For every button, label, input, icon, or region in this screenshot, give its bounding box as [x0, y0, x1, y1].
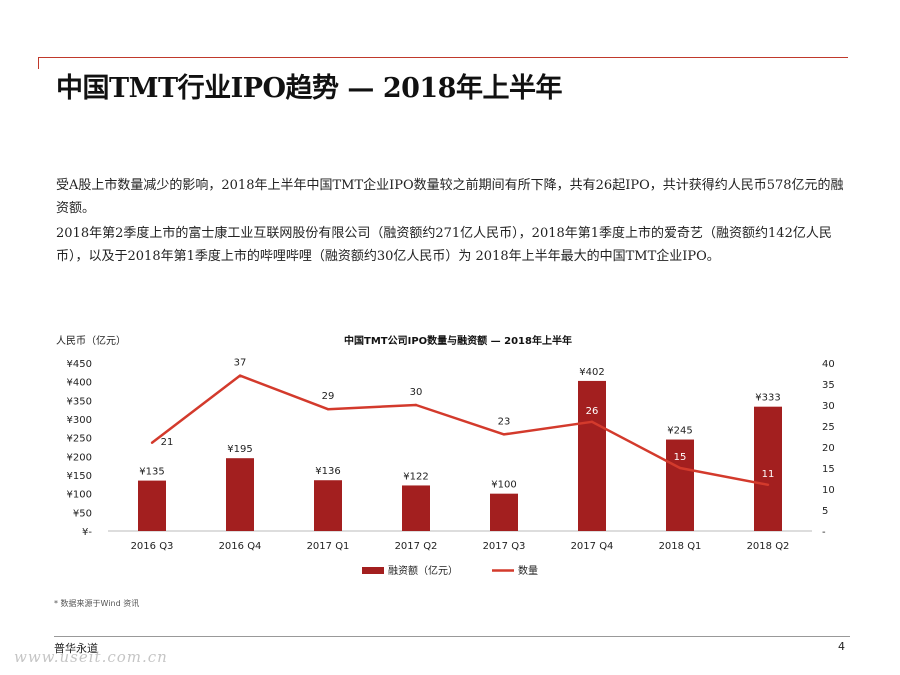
- left-axis-tick-label: ¥400: [67, 378, 92, 389]
- bar: [666, 439, 694, 531]
- line-value-label: 26: [586, 406, 599, 417]
- right-axis-tick-label: 10: [822, 485, 835, 496]
- line-value-label: 15: [674, 452, 687, 463]
- bar-value-label: ¥245: [667, 426, 692, 437]
- watermark: www.useit.com.cn: [14, 648, 168, 666]
- right-axis-tick-label: 25: [822, 422, 835, 433]
- line-point: [326, 408, 330, 411]
- bar: [314, 480, 342, 531]
- paragraph-2: 2018年第2季度上市的富士康工业互联网股份有限公司（融资额约271亿人民币），…: [56, 226, 832, 264]
- header-rule-tick: [38, 57, 39, 69]
- x-axis-tick-label: 2018 Q2: [747, 541, 790, 552]
- x-axis-tick-label: 2017 Q4: [571, 541, 614, 552]
- line-value-label: 30: [410, 387, 423, 398]
- left-axis-tick-label: ¥200: [67, 452, 92, 463]
- footer-rule: [54, 636, 850, 637]
- right-axis-tick-label: 30: [822, 401, 835, 412]
- left-axis-tick-label: ¥350: [67, 396, 92, 407]
- bar: [402, 485, 430, 531]
- x-axis-tick-label: 2017 Q1: [307, 541, 350, 552]
- left-axis-tick-label: ¥100: [67, 490, 92, 501]
- left-axis-tick-label: ¥150: [67, 471, 92, 482]
- line-point: [238, 374, 242, 377]
- bar-value-label: ¥195: [227, 444, 252, 455]
- legend-line-label: 数量: [518, 564, 538, 577]
- left-axis-tick-label: ¥450: [67, 359, 92, 370]
- line-value-label: 23: [498, 416, 511, 427]
- line-value-label: 21: [161, 437, 174, 448]
- line-value-label: 11: [762, 469, 775, 480]
- x-axis-tick-label: 2017 Q3: [483, 541, 526, 552]
- right-axis-tick-label: 15: [822, 464, 835, 475]
- bar: [490, 493, 518, 531]
- right-axis-tick-label: 35: [822, 380, 835, 391]
- x-axis-tick-label: 2017 Q2: [395, 541, 438, 552]
- header-rule: [38, 57, 848, 58]
- legend-bar-swatch: [362, 567, 384, 574]
- line-value-label: 37: [234, 358, 247, 369]
- chart-svg: 中国TMT公司IPO数量与融资额 — 2018年上半年 人民币（亿元） ¥- ¥5…: [56, 334, 835, 577]
- left-axis-tick-label: ¥-: [82, 527, 92, 538]
- left-axis-label: 人民币（亿元）: [56, 334, 126, 347]
- footnote: * 数据来源于Wind 资讯: [54, 599, 140, 608]
- bar-value-label: ¥136: [315, 466, 340, 477]
- line-value-label: 29: [322, 391, 335, 402]
- x-axis-tick-label: 2018 Q1: [659, 541, 702, 552]
- bar-value-label: ¥100: [491, 480, 516, 491]
- page-title: 中国TMT行业IPO趋势 — 2018年上半年: [56, 73, 562, 104]
- right-axis-tick-label: -: [822, 527, 826, 538]
- bar: [578, 380, 606, 531]
- bar: [754, 406, 782, 531]
- x-axis-tick-label: 2016 Q3: [131, 541, 174, 552]
- line-point: [766, 483, 770, 486]
- right-axis-tick-label: 40: [822, 359, 835, 370]
- paragraph-1: 受A股上市数量减少的影响，2018年上半年中国TMT企业IPO数量较之前期间有所…: [56, 178, 844, 216]
- x-axis-tick-label: 2016 Q4: [219, 541, 262, 552]
- bar: [226, 458, 254, 531]
- line-point: [414, 403, 418, 407]
- left-axis-tick-label: ¥300: [67, 415, 92, 426]
- bar: [138, 480, 166, 531]
- chart-title: 中国TMT公司IPO数量与融资额 — 2018年上半年: [344, 334, 572, 347]
- page-number: 4: [838, 640, 845, 653]
- line-point: [150, 441, 154, 444]
- line-point: [502, 433, 506, 436]
- right-axis-tick-label: 20: [822, 443, 835, 454]
- line-point: [590, 420, 594, 423]
- line-point: [678, 466, 682, 470]
- legend-bar-label: 融资额（亿元）: [388, 564, 458, 577]
- bar-value-label: ¥122: [403, 471, 428, 482]
- footer-brand: 普华永道: [54, 642, 98, 655]
- right-axis-tick-label: 5: [822, 506, 828, 517]
- left-axis-tick-label: ¥250: [67, 434, 92, 445]
- bar-value-label: ¥402: [579, 367, 604, 378]
- left-axis-tick-label: ¥50: [73, 508, 92, 519]
- chart-legend: 融资额（亿元） 数量: [362, 564, 538, 577]
- bar-value-label: ¥333: [755, 393, 780, 404]
- count-line: [151, 374, 769, 487]
- bar-value-label: ¥135: [139, 467, 164, 478]
- ipo-chart: 中国TMT公司IPO数量与融资额 — 2018年上半年 人民币（亿元） ¥- ¥5…: [0, 325, 900, 590]
